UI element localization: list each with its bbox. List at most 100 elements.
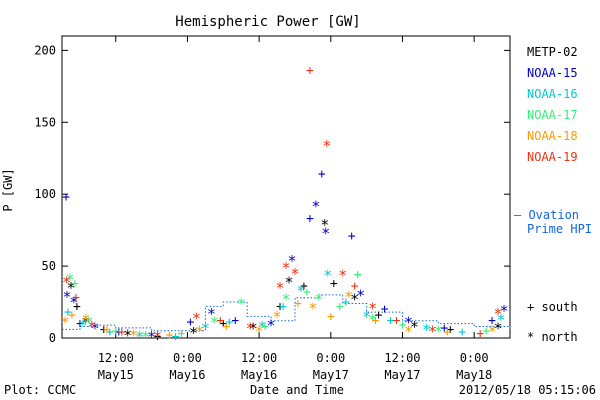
- data-point: +: [166, 328, 174, 343]
- data-point: +: [106, 325, 114, 340]
- data-point: *: [290, 265, 299, 283]
- x-tick-label-date: May16: [241, 368, 277, 382]
- data-point: +: [318, 167, 326, 182]
- x-tick-label-time: 0:00: [316, 351, 345, 365]
- data-point: +: [446, 322, 454, 337]
- data-point: +: [62, 190, 70, 205]
- data-point: *: [60, 314, 69, 332]
- legend-ovation-line2: Prime HPI: [527, 222, 592, 236]
- data-point: *: [135, 328, 144, 346]
- data-point: *: [368, 299, 377, 317]
- data-point: +: [261, 319, 269, 334]
- data-point: *: [207, 305, 216, 323]
- legend-entry: METP-02: [527, 45, 578, 59]
- data-point: *: [323, 266, 332, 284]
- data-point: *: [189, 324, 198, 342]
- data-point: +: [68, 308, 76, 323]
- data-point: +: [178, 327, 186, 342]
- ovation-hpi-line: [62, 294, 511, 332]
- data-point: +: [348, 229, 356, 244]
- legend-ovation-line1: — Ovation: [514, 208, 579, 222]
- x-tick-label-date: May17: [384, 368, 420, 382]
- chart-title: Hemispheric Power [GW]: [175, 14, 360, 30]
- data-point: *: [78, 317, 87, 335]
- data-point: +: [387, 314, 395, 329]
- data-point: *: [246, 319, 255, 337]
- data-point: +: [375, 308, 383, 323]
- data-point: *: [338, 266, 347, 284]
- data-point: *: [321, 225, 330, 243]
- data-point: *: [284, 273, 293, 291]
- y-tick-label: 200: [34, 43, 56, 57]
- data-point: *: [281, 291, 290, 309]
- data-point: +: [330, 276, 338, 291]
- data-point: *: [404, 322, 413, 340]
- data-point: *: [428, 322, 437, 340]
- footer-timestamp: 2012/05/18 05:15:06: [459, 383, 596, 397]
- x-tick-label-time: 0:00: [460, 351, 489, 365]
- data-point: +: [443, 325, 451, 340]
- data-point: *: [62, 288, 71, 306]
- data-point: +: [306, 64, 314, 79]
- data-point: +: [73, 299, 81, 314]
- data-point: *: [276, 279, 285, 297]
- data-point: *: [311, 197, 320, 215]
- data-point: *: [497, 311, 506, 329]
- data-point: +: [351, 279, 359, 294]
- x-tick-label-time: 12:00: [98, 351, 134, 365]
- data-point: +: [276, 299, 284, 314]
- data-point: *: [322, 137, 331, 155]
- data-point: +: [231, 314, 239, 329]
- x-tick-label-date: May17: [313, 368, 349, 382]
- y-tick-label: 0: [49, 331, 56, 345]
- data-point: *: [281, 259, 290, 277]
- data-point: *: [210, 314, 219, 332]
- data-point: +: [482, 324, 490, 339]
- data-point: *: [90, 319, 99, 337]
- legend-entry: NOAA-18: [527, 129, 578, 143]
- data-point: +: [303, 285, 311, 300]
- data-point: *: [308, 299, 317, 317]
- data-point: *: [434, 322, 443, 340]
- y-tick-label: 100: [34, 187, 56, 201]
- data-point: +: [372, 314, 380, 329]
- data-point: +: [112, 324, 120, 339]
- data-point: +: [64, 305, 72, 320]
- x-tick-label-date: May16: [169, 368, 205, 382]
- data-point: *: [65, 271, 74, 289]
- data-point: *: [141, 328, 150, 346]
- data-point: +: [354, 268, 362, 283]
- x-tick-label-time: 12:00: [241, 351, 277, 365]
- data-point: *: [350, 291, 359, 309]
- data-point: +: [381, 302, 389, 317]
- data-point: *: [362, 308, 371, 326]
- data-point: +: [399, 318, 407, 333]
- data-point: +: [342, 295, 350, 310]
- data-point: *: [81, 311, 90, 329]
- data-point: +: [476, 327, 484, 342]
- data-point: *: [62, 273, 71, 291]
- y-axis-label: P [GW]: [1, 168, 15, 211]
- data-point: *: [422, 321, 431, 339]
- data-point: +: [458, 325, 466, 340]
- data-point: *: [267, 317, 276, 335]
- legend-entry: NOAA-16: [527, 87, 578, 101]
- data-point: *: [287, 252, 296, 270]
- data-point: *: [123, 327, 132, 345]
- x-tick-label-time: 0:00: [173, 351, 202, 365]
- data-point: *: [66, 279, 75, 297]
- data-point: +: [222, 319, 230, 334]
- data-point: *: [410, 318, 419, 336]
- data-point: +: [336, 299, 344, 314]
- data-point: *: [237, 295, 246, 313]
- data-point: +: [225, 315, 233, 330]
- data-point: *: [201, 319, 210, 337]
- data-point: *: [84, 314, 93, 332]
- data-point: *: [494, 319, 503, 337]
- data-point: *: [69, 294, 78, 312]
- plot-frame: [61, 35, 511, 339]
- data-point: *: [192, 309, 201, 327]
- x-axis-label: Date and Time: [250, 383, 344, 397]
- data-point: +: [300, 279, 308, 294]
- data-point: *: [153, 328, 162, 346]
